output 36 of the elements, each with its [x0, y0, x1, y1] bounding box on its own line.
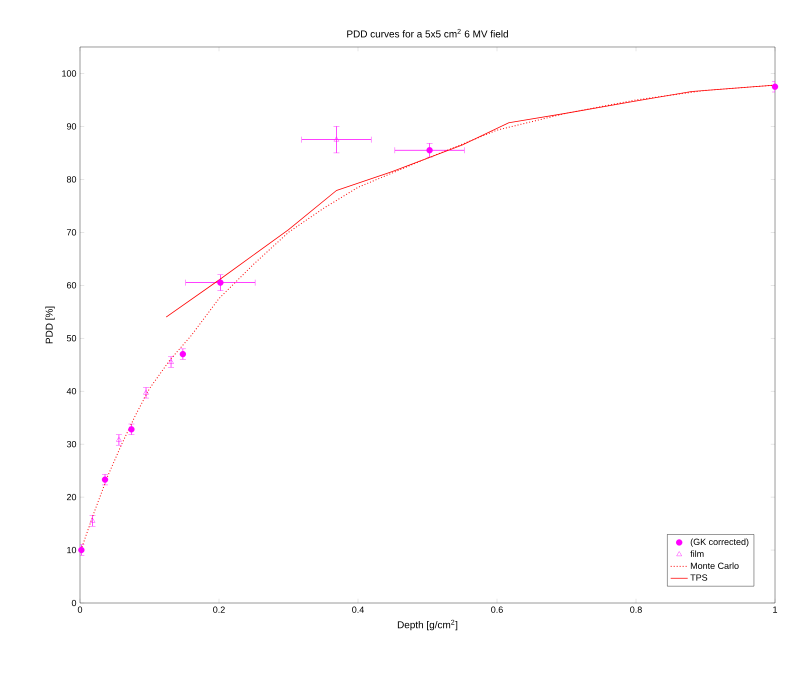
point: [217, 279, 224, 286]
point: [334, 136, 340, 142]
y-tick-label: 80: [66, 176, 76, 183]
point: [78, 546, 85, 554]
y-tick-label: 0: [72, 600, 76, 606]
x-axis-title: Depth [g/cm$^{2}$]: [398, 620, 458, 630]
point: [90, 518, 96, 523]
x-tick-label: 0.2: [213, 606, 225, 613]
x-tick-label: 0.8: [630, 606, 642, 613]
x-tick-label: 0.4: [352, 606, 364, 613]
point: [116, 436, 122, 442]
chart-title: PDD curves for a 5x5 cm$^{2}$ 6 MV field: [347, 28, 508, 38]
point: [426, 147, 433, 154]
y-tick-label: 100: [62, 70, 76, 77]
x-tick-label: 1: [773, 606, 778, 613]
y-tick-label: 30: [66, 440, 76, 448]
y-tick-label: 70: [66, 229, 76, 236]
legend-label: TPS: [690, 574, 708, 581]
point: [102, 476, 108, 483]
point: [168, 358, 174, 364]
legend-label: film: [690, 550, 704, 557]
x-tick-label: 0: [78, 606, 82, 613]
point: [180, 350, 186, 358]
y-axis-title: PDD [%]: [45, 306, 55, 344]
y-tick-label: 10: [67, 546, 76, 554]
y-tick-label: 20: [66, 494, 76, 500]
x-tick-label: 0.6: [491, 606, 503, 613]
legend-label: Monte Carlo: [690, 562, 739, 569]
y-tick-label: 40: [66, 388, 76, 394]
y-tick-label: 50: [66, 335, 76, 342]
legend-label: (GK corrected): [690, 538, 748, 547]
y-tick-label: 90: [66, 123, 76, 130]
point: [128, 426, 135, 433]
point: [143, 390, 149, 394]
point: [772, 84, 778, 90]
y-tick-label: 60: [66, 282, 76, 288]
